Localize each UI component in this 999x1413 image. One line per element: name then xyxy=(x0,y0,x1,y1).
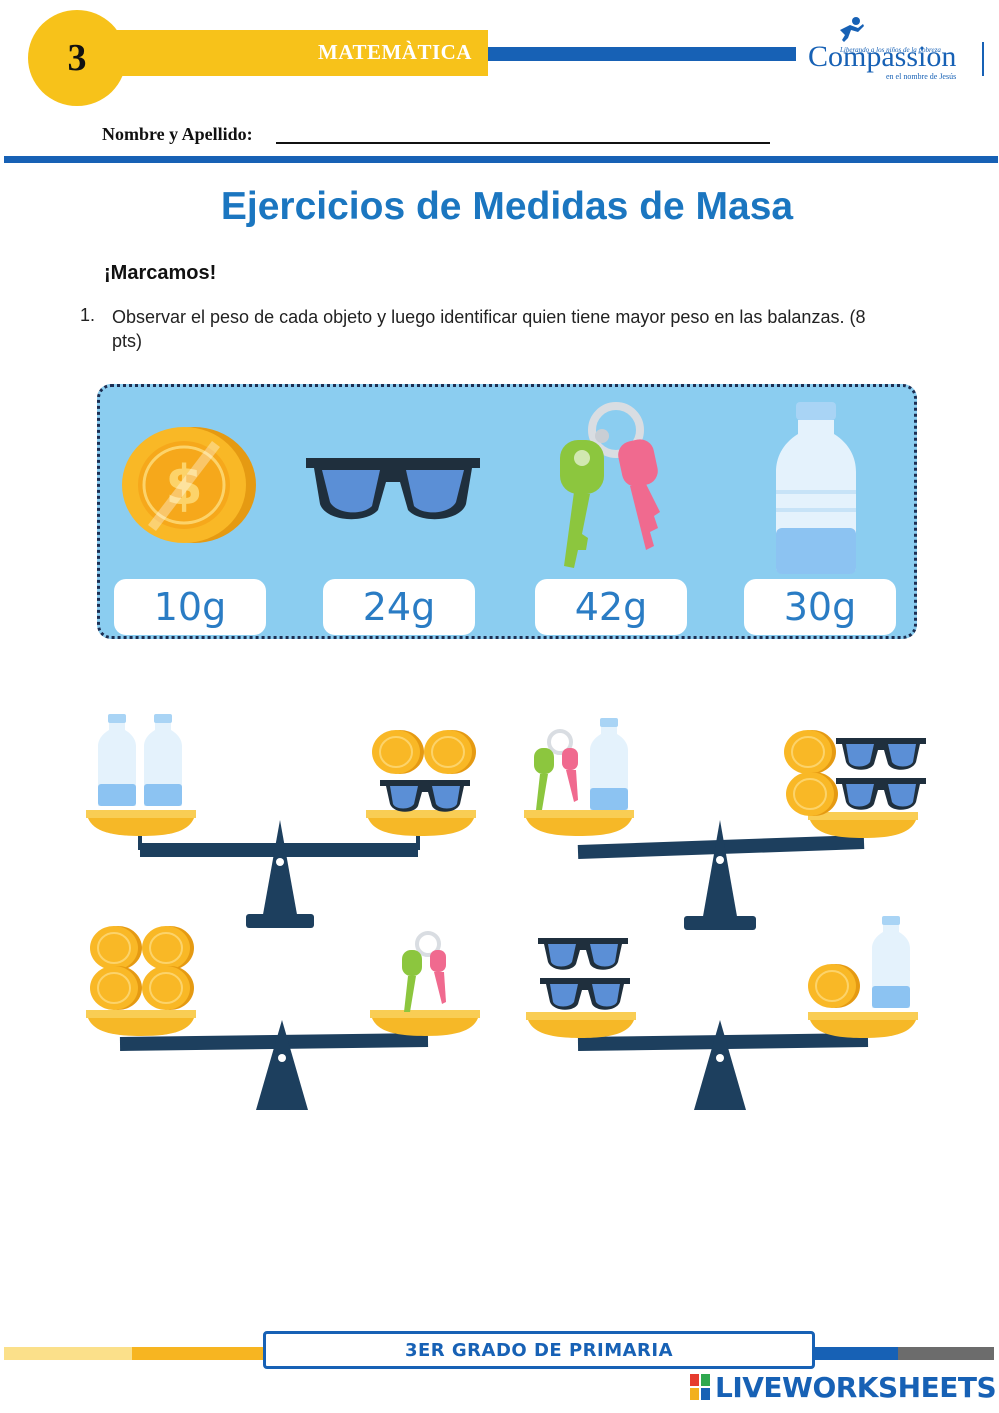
liveworksheets-logo-icon xyxy=(690,1374,710,1400)
balance-scale-2 xyxy=(524,718,926,930)
footer-bar-blue xyxy=(814,1347,898,1360)
sunglasses-icon xyxy=(306,458,480,520)
header-blue-strip xyxy=(488,47,796,61)
balance-scale-3 xyxy=(86,925,480,1110)
balance-scales-area xyxy=(86,714,926,1110)
logo-divider xyxy=(982,42,984,76)
grade-label-box xyxy=(263,1331,815,1369)
subject-title: MATEMÀTICA xyxy=(318,40,472,64)
footer-bar-gray xyxy=(898,1347,994,1360)
weight-label-sunglasses: 24g xyxy=(323,579,475,635)
question-number: 1. xyxy=(80,305,96,325)
page-title: Ejercicios de Medidas de Masa xyxy=(220,185,794,228)
compassion-logo: Liberando a los niños de la pobreza Comp… xyxy=(806,14,996,84)
weight-label-bottle: 30g xyxy=(744,579,896,635)
liveworksheets-brand: LIVEWORKSHEETS xyxy=(715,1371,997,1404)
header-divider xyxy=(4,156,998,163)
logo-tagline: Liberando a los niños de la pobreza xyxy=(840,46,941,54)
keys-icon xyxy=(560,402,660,568)
svg-text:$: $ xyxy=(165,454,203,517)
question-text: Observar el peso de cada objeto y luego … xyxy=(112,307,866,351)
footer-bar-yellow xyxy=(132,1347,264,1360)
grade-number: 3 xyxy=(67,37,87,79)
section-heading: ¡Marcamos! xyxy=(104,262,217,284)
running-child-icon xyxy=(840,17,864,42)
balance-scale-4 xyxy=(526,916,918,1110)
footer-bar-light-yellow xyxy=(4,1347,132,1360)
name-field-label: Nombre y Apellido: xyxy=(102,124,253,144)
logo-wordmark: Compassion xyxy=(808,40,957,73)
weight-label-keys: 42g xyxy=(535,579,687,635)
water-bottle-icon xyxy=(776,402,856,574)
balance-scale-1 xyxy=(86,714,477,928)
coin-icon: $ xyxy=(122,427,256,543)
grade-badge xyxy=(28,10,126,106)
name-field-line[interactable] xyxy=(276,142,770,144)
logo-subline: en el nombre de Jesús xyxy=(886,72,957,81)
weight-label-coin: 10g xyxy=(114,579,266,635)
subject-banner xyxy=(96,30,488,76)
grade-label: 3ER GRADO DE PRIMARIA xyxy=(404,1340,674,1361)
